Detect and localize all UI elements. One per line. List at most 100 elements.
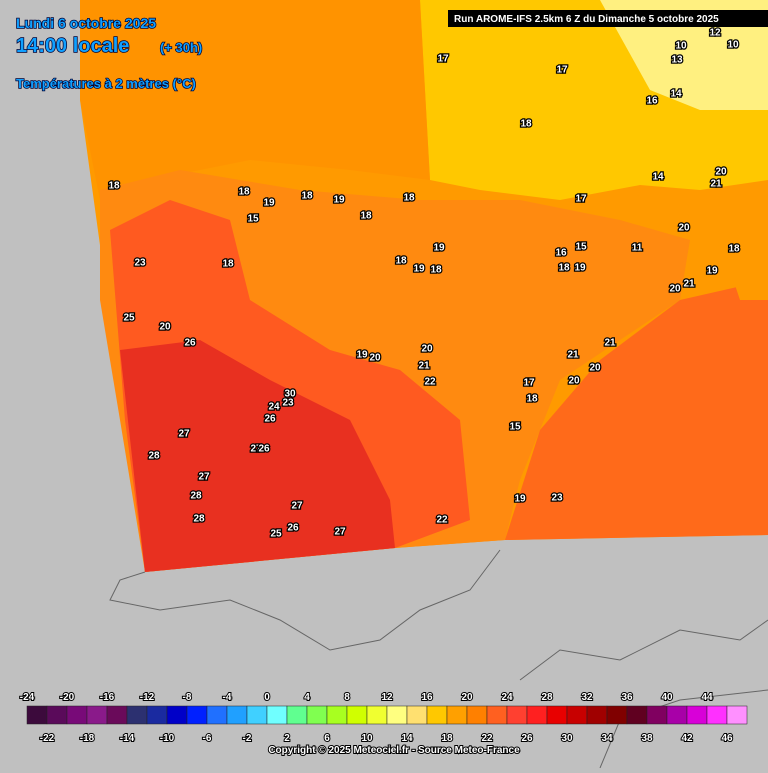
temp-label: 19 bbox=[356, 350, 368, 361]
scale-swatch bbox=[466, 705, 488, 725]
scale-label: 20 bbox=[461, 692, 473, 703]
temp-label: 18 bbox=[558, 263, 570, 274]
temp-label: 26 bbox=[287, 523, 299, 534]
scale-label: 32 bbox=[581, 692, 593, 703]
temp-label: 28 bbox=[190, 491, 202, 502]
scale-label: 16 bbox=[421, 692, 433, 703]
scale-swatch bbox=[666, 705, 688, 725]
scale-label: 42 bbox=[681, 733, 693, 744]
scale-swatch bbox=[386, 705, 408, 725]
temp-label: 17 bbox=[523, 378, 535, 389]
temp-label: 18 bbox=[108, 181, 120, 192]
scale-label: -12 bbox=[140, 692, 155, 703]
temp-label: 17 bbox=[556, 65, 568, 76]
temp-label: 18 bbox=[301, 191, 313, 202]
temp-label: 30 bbox=[284, 389, 296, 400]
scale-label: 8 bbox=[344, 692, 350, 703]
scale-label: -22 bbox=[40, 733, 55, 744]
temp-label: 18 bbox=[222, 259, 234, 270]
scale-swatch bbox=[646, 705, 668, 725]
temp-label: 23 bbox=[282, 398, 294, 409]
scale-label: -10 bbox=[160, 733, 175, 744]
temp-label: 20 bbox=[669, 284, 681, 295]
scale-swatch bbox=[686, 705, 708, 725]
temp-label: 13 bbox=[671, 55, 683, 66]
temp-label: 18 bbox=[430, 265, 442, 276]
scale-swatch bbox=[626, 705, 648, 725]
scale-swatch bbox=[426, 705, 448, 725]
temp-label: 15 bbox=[247, 214, 259, 225]
copyright: Copyright © 2025 Meteociel.fr - Source M… bbox=[268, 745, 520, 756]
scale-label: 2 bbox=[284, 733, 290, 744]
scale-label: 22 bbox=[481, 733, 493, 744]
scale-label: 40 bbox=[661, 692, 673, 703]
temp-label: 21 bbox=[710, 179, 722, 190]
scale-swatch bbox=[486, 705, 508, 725]
scale-label: -20 bbox=[60, 692, 75, 703]
temp-label: 18 bbox=[360, 211, 372, 222]
forecast-time: 14:00 locale bbox=[16, 35, 129, 57]
temp-label: 21 bbox=[418, 361, 430, 372]
scale-swatch bbox=[66, 705, 88, 725]
temp-label: 18 bbox=[728, 244, 740, 255]
temp-label: 14 bbox=[652, 172, 664, 183]
scale-label: 4 bbox=[304, 692, 310, 703]
temp-label: 19 bbox=[433, 243, 445, 254]
scale-swatch bbox=[446, 705, 468, 725]
scale-label: 26 bbox=[521, 733, 533, 744]
scale-label: -24 bbox=[20, 692, 35, 703]
scale-swatch bbox=[546, 705, 568, 725]
scale-label: 10 bbox=[361, 733, 373, 744]
map-labels: 17 17 18 18 18 19 15 18 19 18 17 18 23 1… bbox=[107, 26, 741, 541]
scale-swatch bbox=[326, 705, 348, 725]
temp-label: 18 bbox=[395, 256, 407, 267]
scale-label: 24 bbox=[501, 692, 513, 703]
scale-swatch bbox=[266, 705, 288, 725]
temp-label: 28 bbox=[148, 451, 160, 462]
scale-swatch bbox=[606, 705, 628, 725]
temp-label: 10 bbox=[675, 41, 687, 52]
temp-label: 18 bbox=[238, 187, 250, 198]
scale-swatch bbox=[566, 705, 588, 725]
temp-label: 28 bbox=[193, 514, 205, 525]
temp-label: 22 bbox=[424, 377, 436, 388]
scale-label: -14 bbox=[120, 733, 135, 744]
temp-label: 26 bbox=[264, 414, 276, 425]
scale-label: -2 bbox=[243, 733, 252, 744]
temp-label: 18 bbox=[520, 119, 532, 130]
temp-label: 27 bbox=[178, 429, 190, 440]
temp-label: 16 bbox=[555, 248, 567, 259]
temp-label: 22 bbox=[436, 515, 448, 526]
scale-label: 6 bbox=[324, 733, 330, 744]
scale-swatch bbox=[306, 705, 328, 725]
temp-label: 23 bbox=[134, 258, 146, 269]
scale-swatch bbox=[106, 705, 128, 725]
scale-swatch bbox=[166, 705, 188, 725]
temp-label: 23 bbox=[551, 493, 563, 504]
field-name: Températures à 2 mètres (°C) bbox=[16, 76, 196, 91]
scale-label: 36 bbox=[621, 692, 633, 703]
temp-label: 19 bbox=[333, 195, 345, 206]
temp-label: 15 bbox=[575, 242, 587, 253]
scale-swatch bbox=[226, 705, 248, 725]
temp-label: 14 bbox=[670, 89, 682, 100]
scale-label: 14 bbox=[401, 733, 413, 744]
scale-label: 18 bbox=[441, 733, 453, 744]
temp-label: 18 bbox=[403, 193, 415, 204]
scale-swatch bbox=[346, 705, 368, 725]
forecast-offset: (+ 30h) bbox=[160, 40, 202, 55]
temp-label: 19 bbox=[574, 263, 586, 274]
scale-swatch bbox=[506, 705, 528, 725]
temp-label: 27 bbox=[198, 472, 210, 483]
scale-swatch bbox=[406, 705, 428, 725]
temp-label: 27 bbox=[334, 527, 346, 538]
scale-label: 0 bbox=[264, 692, 270, 703]
scale-swatch bbox=[366, 705, 388, 725]
scale-label: -8 bbox=[183, 692, 192, 703]
temp-label: 10 bbox=[727, 40, 739, 51]
temp-label: 19 bbox=[706, 266, 718, 277]
temp-label: 18 bbox=[526, 394, 538, 405]
scale-swatch bbox=[126, 705, 148, 725]
scale-swatch bbox=[26, 705, 48, 725]
temp-label: 16 bbox=[646, 96, 658, 107]
